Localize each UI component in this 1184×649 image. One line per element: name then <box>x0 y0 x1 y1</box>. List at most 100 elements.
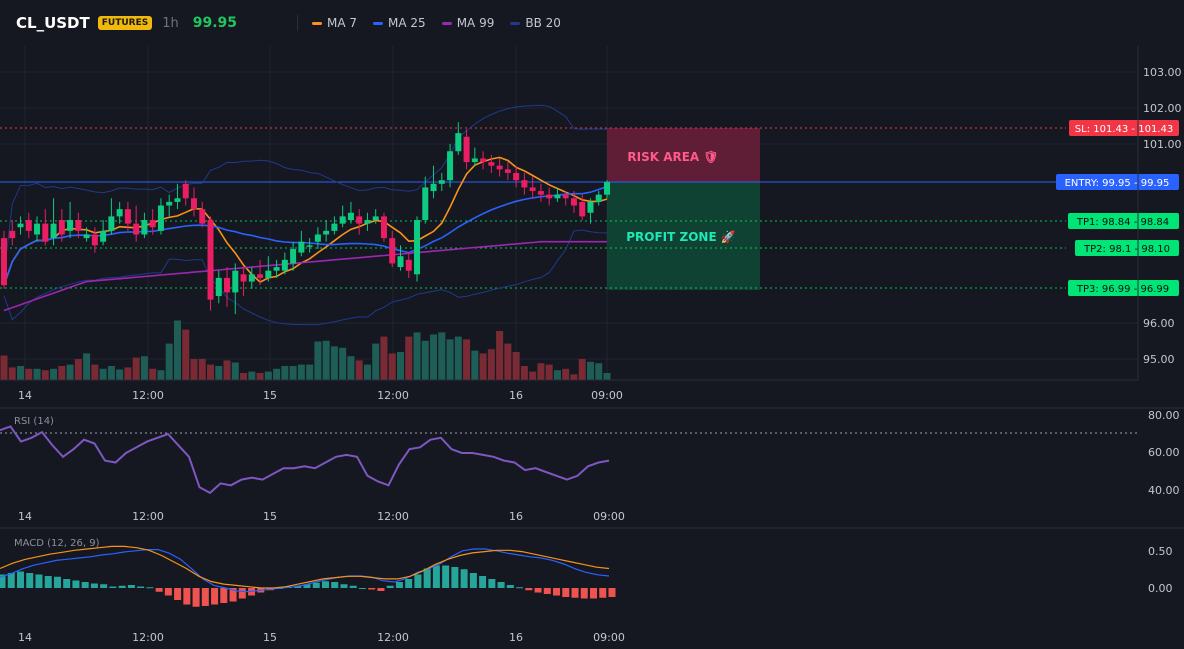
candle-body <box>248 274 255 282</box>
legend-bb20[interactable]: BB 20 <box>525 16 561 30</box>
macd-hist-bar <box>488 579 496 588</box>
macd-histogram <box>0 565 616 607</box>
macd-hist-bar <box>331 582 339 588</box>
volume-bar <box>578 359 586 380</box>
macd-hist-bar <box>174 588 182 600</box>
macd-hist-bar <box>451 567 459 588</box>
volume-bar <box>132 357 140 380</box>
macd-hist-bar <box>479 576 487 588</box>
macd-hist-bar <box>229 588 237 602</box>
volume-bar <box>504 343 512 380</box>
macd-hist-bar <box>571 588 579 598</box>
rsi-tick: 80.00 <box>1148 409 1180 422</box>
macd-hist-bar <box>127 585 135 588</box>
candle-body <box>438 180 445 184</box>
rsi-title: RSI (14) <box>14 416 54 427</box>
volume-bar <box>496 331 504 380</box>
volume-bar <box>413 332 421 380</box>
volume-bar <box>140 356 148 380</box>
candle-body <box>595 194 602 202</box>
candle-body <box>579 201 586 217</box>
candle-body <box>157 205 164 231</box>
macd-hist-bar <box>405 579 413 588</box>
candle-body <box>149 220 156 228</box>
macd-hist-bar <box>497 582 505 588</box>
candle-body <box>9 230 16 239</box>
macd-hist-bar <box>63 579 71 588</box>
symbol-name[interactable]: CL_USDT <box>16 14 90 32</box>
macd-hist-bar <box>562 588 570 597</box>
volume-bar <box>553 370 561 380</box>
volume-bar <box>446 339 454 380</box>
volume-bar <box>289 366 297 380</box>
volume-bar <box>562 368 570 380</box>
volume-bar <box>25 368 33 380</box>
volume-bar <box>231 362 239 380</box>
candle-body <box>50 223 57 239</box>
candle-body <box>190 198 197 210</box>
legend-ma99[interactable]: MA 99 <box>456 16 495 30</box>
volume-bar <box>17 366 25 380</box>
macd-hist-bar <box>16 571 24 588</box>
macd-hist-bar <box>460 569 468 588</box>
macd-hist-bar <box>442 565 450 588</box>
macd-hist-bar <box>7 573 15 588</box>
ma99-line <box>3 240 607 312</box>
time-tick: 12:00 <box>132 510 164 523</box>
volume-bar <box>165 343 173 380</box>
legend-ma7[interactable]: MA 7 <box>327 16 358 30</box>
macd-hist-bar <box>368 588 376 590</box>
volume-bar <box>355 360 363 380</box>
macd-hist-bar <box>192 588 200 607</box>
candle-body <box>405 259 412 271</box>
candle-body <box>58 220 65 235</box>
timeframe-label[interactable]: 1h <box>162 15 179 31</box>
ma99-swatch <box>441 21 452 25</box>
price-tick: 96.00 <box>1143 317 1175 330</box>
macd-hist-bar <box>109 586 117 588</box>
price-axis[interactable]: 103.00 102.00 101.00 96.00 95.00 <box>1143 66 1182 366</box>
macd-hist-bar <box>137 586 145 588</box>
volume-bar <box>421 340 429 380</box>
volume-bar <box>190 359 198 380</box>
candle-body <box>380 216 387 239</box>
candle-body <box>389 238 396 264</box>
volume-bars <box>0 320 611 380</box>
macd-hist-bar <box>100 584 108 588</box>
candle-body <box>513 172 520 181</box>
macd-hist-bar <box>432 565 440 588</box>
legend-ma25[interactable]: MA 25 <box>388 16 426 30</box>
macd-hist-bar <box>580 588 588 599</box>
time-tick: 09:00 <box>593 510 625 523</box>
time-tick: 16 <box>509 631 523 644</box>
tp2-label: TP2: 98.1 - 98.10 <box>1083 244 1170 255</box>
macd-hist-bar <box>395 582 403 588</box>
macd-hist-bar <box>321 581 329 588</box>
macd-hist-bar <box>377 588 385 591</box>
candle-body <box>331 223 338 231</box>
candle-body <box>174 198 181 202</box>
volume-bar <box>8 367 16 380</box>
price-tick: 101.00 <box>1143 138 1182 151</box>
candle-body <box>587 201 594 213</box>
volume-bar <box>223 360 231 380</box>
price-tick: 103.00 <box>1143 66 1182 79</box>
time-tick: 16 <box>509 510 523 523</box>
macd-hist-bar <box>220 588 228 603</box>
volume-bar <box>173 320 181 380</box>
candlesticks[interactable] <box>1 122 610 315</box>
volume-bar <box>58 366 66 380</box>
candle-body <box>207 220 214 300</box>
volume-bar <box>586 361 594 380</box>
candle-body <box>67 220 74 231</box>
volume-bar <box>388 353 396 380</box>
volume-bar <box>537 363 545 380</box>
volume-bar <box>207 364 215 380</box>
macd-hist-bar <box>516 587 524 589</box>
time-tick: 16 <box>509 389 523 402</box>
volume-bar <box>520 366 528 380</box>
candle-body <box>273 267 280 271</box>
macd-hist-bar <box>35 574 43 588</box>
profit-zone <box>607 182 760 290</box>
